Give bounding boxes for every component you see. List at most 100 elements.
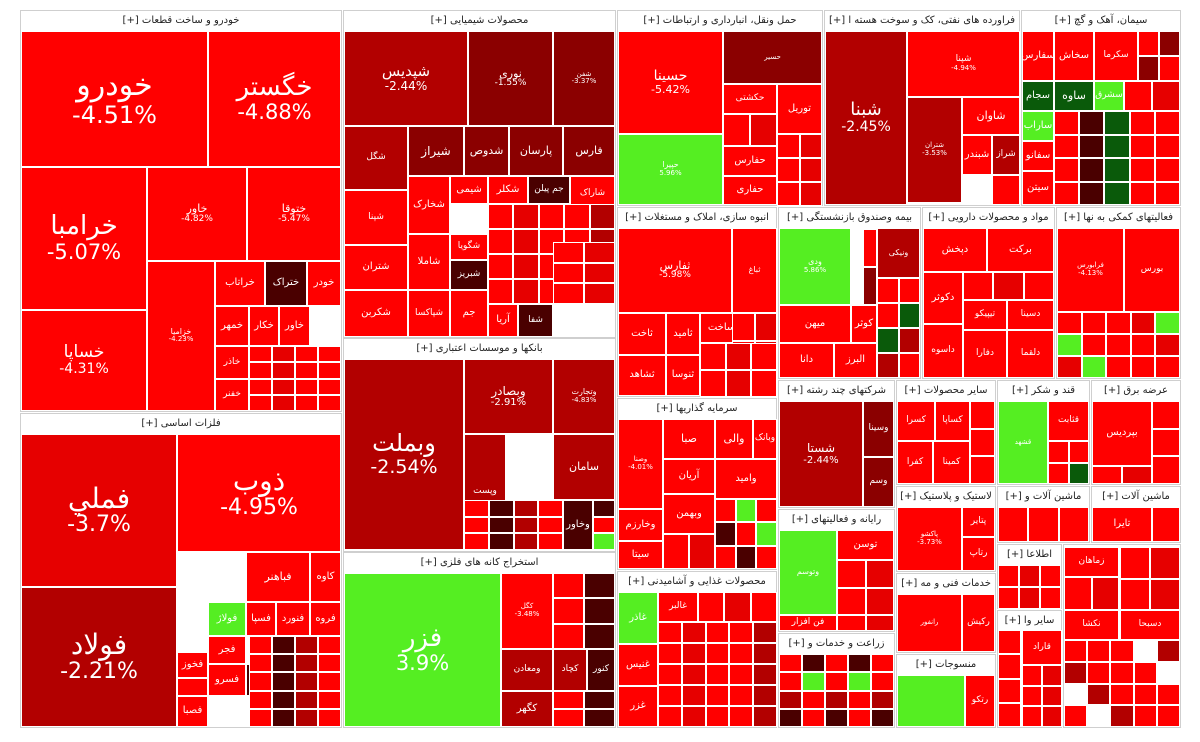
small-stock-cell[interactable]: [538, 533, 564, 550]
tile-arian[interactable]: آریان: [663, 459, 715, 494]
small-stock-cell[interactable]: [802, 654, 825, 673]
small-stock-cell[interactable]: [1104, 111, 1130, 135]
tile-shgol[interactable]: شگل: [344, 126, 408, 190]
small-stock-cell[interactable]: [1159, 31, 1180, 56]
small-stock-cell[interactable]: [1042, 685, 1062, 707]
small-stock-cell[interactable]: [1040, 587, 1061, 609]
small-stock-cell[interactable]: [724, 592, 751, 622]
small-stock-cell[interactable]: [295, 378, 318, 395]
tile-sejam[interactable]: سجام: [1022, 81, 1054, 111]
tile-khkhaver[interactable]: خاور: [279, 306, 310, 346]
tile-bpars[interactable]: بپردیس: [1092, 401, 1152, 466]
small-stock-cell[interactable]: [513, 229, 539, 254]
small-stock-cell[interactable]: [1057, 356, 1082, 378]
small-stock-cell[interactable]: [715, 499, 736, 523]
small-stock-cell[interactable]: [249, 708, 272, 727]
small-stock-cell[interactable]: [1155, 356, 1180, 378]
small-stock-cell[interactable]: [777, 182, 800, 206]
small-stock-cell[interactable]: [584, 283, 615, 304]
small-stock-cell[interactable]: [848, 672, 871, 691]
small-stock-cell[interactable]: [1130, 312, 1156, 334]
small-stock-cell[interactable]: [754, 313, 777, 341]
small-stock-cell[interactable]: [513, 204, 539, 229]
small-stock-cell[interactable]: [1040, 565, 1061, 587]
tile-tamlaki[interactable]: ثامید: [666, 313, 700, 355]
small-stock-cell[interactable]: [1155, 312, 1180, 334]
small-stock-cell[interactable]: [295, 394, 318, 412]
sector-title-cement[interactable]: سیمان، آهک و گچ [+]: [1022, 11, 1180, 31]
small-stock-cell[interactable]: [898, 353, 920, 378]
tile-kmina[interactable]: کمینا: [933, 441, 970, 484]
small-stock-cell[interactable]: [865, 615, 894, 631]
small-stock-cell[interactable]: [249, 378, 272, 395]
tile-fars[interactable]: فارس: [563, 126, 615, 176]
small-stock-cell[interactable]: [464, 533, 489, 550]
small-stock-cell[interactable]: [753, 643, 777, 664]
small-stock-cell[interactable]: [1042, 706, 1062, 727]
small-stock-cell[interactable]: [318, 346, 341, 363]
small-stock-cell[interactable]: [1019, 587, 1040, 609]
tile-tabadi[interactable]: ثباغ: [732, 228, 777, 313]
small-stock-cell[interactable]: [584, 691, 615, 709]
small-stock-cell[interactable]: [729, 685, 754, 706]
sector-title-metals[interactable]: فلزات اساسی [+]: [21, 414, 341, 434]
small-stock-cell[interactable]: [538, 516, 564, 534]
small-stock-cell[interactable]: [705, 706, 730, 727]
tile-fbahonar[interactable]: فباهنر: [246, 552, 310, 602]
small-stock-cell[interactable]: [318, 672, 341, 691]
small-stock-cell[interactable]: [1104, 158, 1130, 182]
tile-hapars[interactable]: حفارس: [723, 146, 777, 176]
sector-title-electric[interactable]: عرضه برق [+]: [1092, 381, 1180, 401]
small-stock-cell[interactable]: [249, 362, 272, 379]
tile-shasta[interactable]: شستا -2.44%: [779, 401, 863, 507]
small-stock-cell[interactable]: [998, 507, 1029, 542]
small-stock-cell[interactable]: [751, 343, 777, 370]
small-stock-cell[interactable]: [735, 545, 757, 569]
small-stock-cell[interactable]: [1106, 334, 1131, 356]
small-stock-cell[interactable]: [488, 204, 514, 229]
small-stock-cell[interactable]: [750, 592, 777, 622]
small-stock-cell[interactable]: [318, 708, 341, 727]
small-stock-cell[interactable]: [729, 643, 754, 664]
tile-kchad[interactable]: کچاد: [553, 649, 587, 691]
tile-ghsal[interactable]: غالبر: [658, 592, 698, 622]
small-stock-cell[interactable]: [658, 622, 682, 643]
small-stock-cell[interactable]: [1028, 507, 1059, 542]
tile-khmoher[interactable]: خمهر: [215, 306, 249, 346]
small-stock-cell[interactable]: [1106, 312, 1131, 334]
tile-dlokk[interactable]: دلقما: [1007, 330, 1054, 378]
small-stock-cell[interactable]: [705, 685, 730, 706]
tile-fjar[interactable]: فجر: [208, 636, 246, 664]
small-stock-cell[interactable]: [1154, 111, 1180, 135]
small-stock-cell[interactable]: [970, 401, 995, 429]
tile-shavan[interactable]: شاوان: [962, 97, 1020, 135]
small-stock-cell[interactable]: [1042, 665, 1062, 686]
tile-ttehran[interactable]: ثاخت: [618, 313, 666, 355]
small-stock-cell[interactable]: [488, 500, 514, 517]
tile-sfars[interactable]: سفارس: [1022, 31, 1054, 81]
small-stock-cell[interactable]: [1079, 111, 1105, 135]
tile-zob[interactable]: ذوب -4.95%: [177, 434, 341, 552]
tile-shgoyay[interactable]: شگویا: [450, 234, 488, 260]
small-stock-cell[interactable]: [1064, 577, 1092, 610]
small-stock-cell[interactable]: [1152, 428, 1180, 457]
tile-kaspa[interactable]: کساپا: [935, 401, 970, 441]
tile-khtoka[interactable]: ختوقا -5.47%: [247, 167, 341, 261]
small-stock-cell[interactable]: [295, 708, 318, 727]
tile-rkisho[interactable]: رکیش: [962, 594, 995, 652]
small-stock-cell[interactable]: [1079, 181, 1105, 205]
small-stock-cell[interactable]: [1152, 456, 1180, 484]
small-stock-cell[interactable]: [658, 664, 682, 685]
sector-title-food[interactable]: محصولات غذایی و آشامیدنی [+]: [618, 572, 776, 592]
tile-qarad[interactable]: قاراد: [1022, 630, 1062, 665]
small-stock-cell[interactable]: [318, 654, 341, 673]
tile-tosan[interactable]: توسن: [837, 530, 894, 560]
small-stock-cell[interactable]: [272, 708, 295, 727]
small-stock-cell[interactable]: [729, 664, 754, 685]
small-stock-cell[interactable]: [1054, 181, 1080, 205]
small-stock-cell[interactable]: [1023, 272, 1054, 300]
sector-title-insurance[interactable]: بیمه وصندوق بازنشستگی [+]: [779, 208, 920, 228]
small-stock-cell[interactable]: [249, 654, 272, 673]
tile-foulad[interactable]: فولاد -2.21%: [21, 587, 177, 727]
sector-title-tech[interactable]: خدمات فنی و مه [+]: [897, 574, 995, 594]
